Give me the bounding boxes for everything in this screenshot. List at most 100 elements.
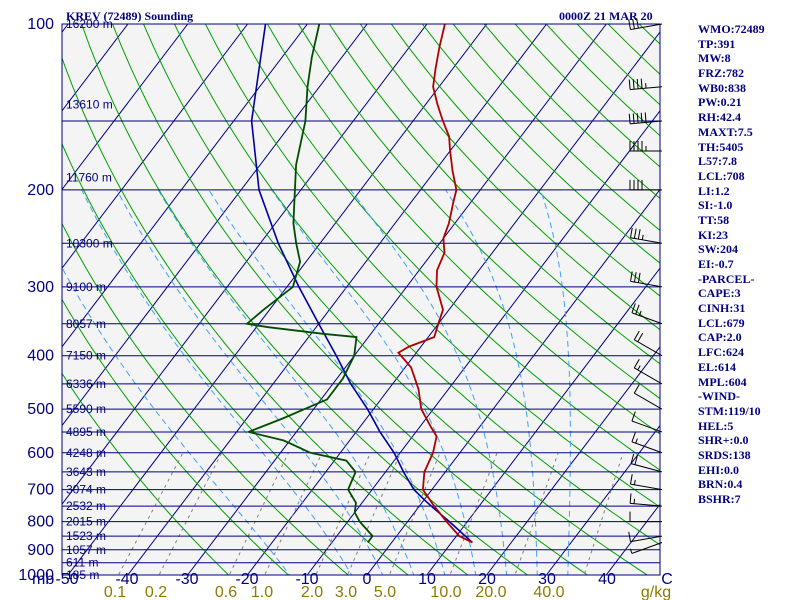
height-label: 4895 m	[66, 425, 106, 439]
height-label: 6336 m	[66, 377, 106, 391]
dry-adiabat-line	[266, 24, 660, 435]
wind-barb	[629, 493, 663, 507]
dry-adiabat-line	[235, 24, 660, 471]
wind-barb-half-feather	[629, 548, 633, 554]
moist-adiabat-line	[81, 189, 353, 575]
wind-barb-feather	[629, 271, 633, 282]
pressure-tick-label: 300	[27, 279, 54, 296]
wind-barb	[628, 78, 663, 91]
wind-barb-feather	[636, 18, 639, 29]
wind-barb-feather	[633, 272, 637, 283]
index-item: STM:119/10	[698, 403, 761, 418]
height-label: 2015 m	[66, 515, 106, 529]
height-label: 11760 m	[66, 171, 112, 185]
height-label: 9100 m	[66, 280, 106, 294]
index-item: SW:204	[698, 242, 739, 257]
index-item: BSHR:7	[698, 492, 741, 506]
wind-barb-staff	[630, 483, 663, 491]
wind-barb	[631, 303, 663, 325]
dry-adiabat-line	[297, 24, 660, 400]
moist-adiabat-line	[445, 189, 538, 575]
isotherm-line	[62, 24, 428, 506]
dry-adiabat-line	[62, 56, 469, 575]
wind-barbs	[628, 18, 663, 554]
height-label: 13610 m	[66, 98, 113, 112]
profile-curves	[244, 24, 473, 544]
wind-barb-feather	[633, 330, 640, 340]
wind-barb-feather	[632, 113, 635, 124]
moist-adiabat-line	[350, 189, 508, 575]
index-item: TP:391	[698, 36, 736, 51]
wind-barb	[631, 432, 663, 454]
index-item: LCL:679	[698, 315, 745, 330]
mixing-ratio-label: 1.0	[251, 584, 273, 600]
pressure-tick-label: 700	[27, 482, 54, 499]
wind-barb-staff	[630, 535, 663, 543]
isotherm-line	[486, 346, 660, 575]
index-item: MPL:604	[698, 374, 747, 389]
temperature-tick-label: 30	[538, 571, 556, 588]
wind-barb	[628, 18, 663, 31]
height-label: 5590 m	[66, 402, 106, 416]
mixing-ratio-line	[346, 452, 401, 575]
dry-adiabat-line	[112, 24, 589, 575]
mixing-ratio-label: 3.0	[335, 584, 357, 600]
index-item: LI:1.2	[698, 183, 730, 198]
isotherm-line	[62, 24, 248, 269]
index-item: BRN:0.4	[698, 477, 743, 492]
temperature-tick-label: C	[661, 571, 673, 588]
height-label: 1057 m	[66, 543, 106, 557]
wind-barb	[629, 474, 663, 491]
dry-adiabat-line	[328, 24, 660, 365]
height-label: 3074 m	[66, 483, 106, 497]
sounding-time: 0000Z 21 MAR 20	[559, 9, 653, 23]
index-item: KI:23	[698, 227, 728, 242]
wind-barb-feather	[633, 228, 637, 239]
wind-barb-staff	[630, 237, 663, 244]
wind-barb-half-feather	[635, 438, 638, 444]
isotherm-line	[62, 24, 368, 427]
wind-barb	[628, 531, 663, 543]
index-item: LFC:624	[698, 345, 744, 360]
mixing-ratio-line	[449, 452, 498, 575]
isotherm-line	[306, 109, 660, 575]
wind-barb-staff	[631, 542, 663, 554]
wind-barb-feather	[637, 272, 641, 283]
wind-barb-feather	[637, 229, 641, 240]
wind-barb-feather	[629, 474, 633, 485]
wind-barb	[629, 542, 663, 554]
wind-barb-half-feather	[633, 479, 636, 485]
dewpoint-trace	[244, 24, 374, 544]
index-item: MAXT:7.5	[698, 124, 753, 139]
height-label: 7150 m	[66, 349, 106, 363]
dry-adiabat-line	[62, 372, 230, 575]
axis-labels: 16200 m 13610 m 11760 m 10300 m 9100 m 8057 m…	[18, 16, 672, 600]
plot-frame	[61, 23, 661, 576]
wind-barb	[633, 330, 663, 357]
wind-barb-half-feather	[637, 365, 641, 371]
isotherm-line	[426, 267, 660, 575]
temperature-tick-label: -20	[235, 571, 258, 588]
index-item: EI:-0.7	[698, 257, 734, 271]
wind-barb-staff	[634, 392, 663, 410]
index-item: EHI:0.0	[698, 462, 740, 477]
mixing-ratio-line	[514, 452, 559, 575]
index-item: CAP:2.0	[698, 330, 742, 345]
moist-adiabat-line	[271, 189, 477, 575]
mixing-ratio-label: 2.0	[301, 584, 323, 600]
moist-adiabat-line	[157, 189, 415, 575]
index-item: HEL:5	[698, 418, 734, 433]
wind-barb	[630, 453, 663, 473]
wind-barb-feather	[628, 113, 631, 124]
moist-adiabat-line	[116, 189, 384, 575]
height-label: 185 m	[66, 568, 99, 582]
moist-adiabat-line	[62, 266, 291, 575]
dry-adiabat-line	[763, 24, 800, 587]
isotherm-line	[247, 31, 660, 575]
isotherm-line	[62, 24, 189, 191]
height-label: 2532 m	[66, 499, 106, 513]
wind-barb	[629, 140, 662, 152]
temperature-tick-label: -10	[295, 571, 318, 588]
wind-barb-feather	[630, 453, 635, 464]
index-item: -PARCEL-	[698, 271, 755, 286]
